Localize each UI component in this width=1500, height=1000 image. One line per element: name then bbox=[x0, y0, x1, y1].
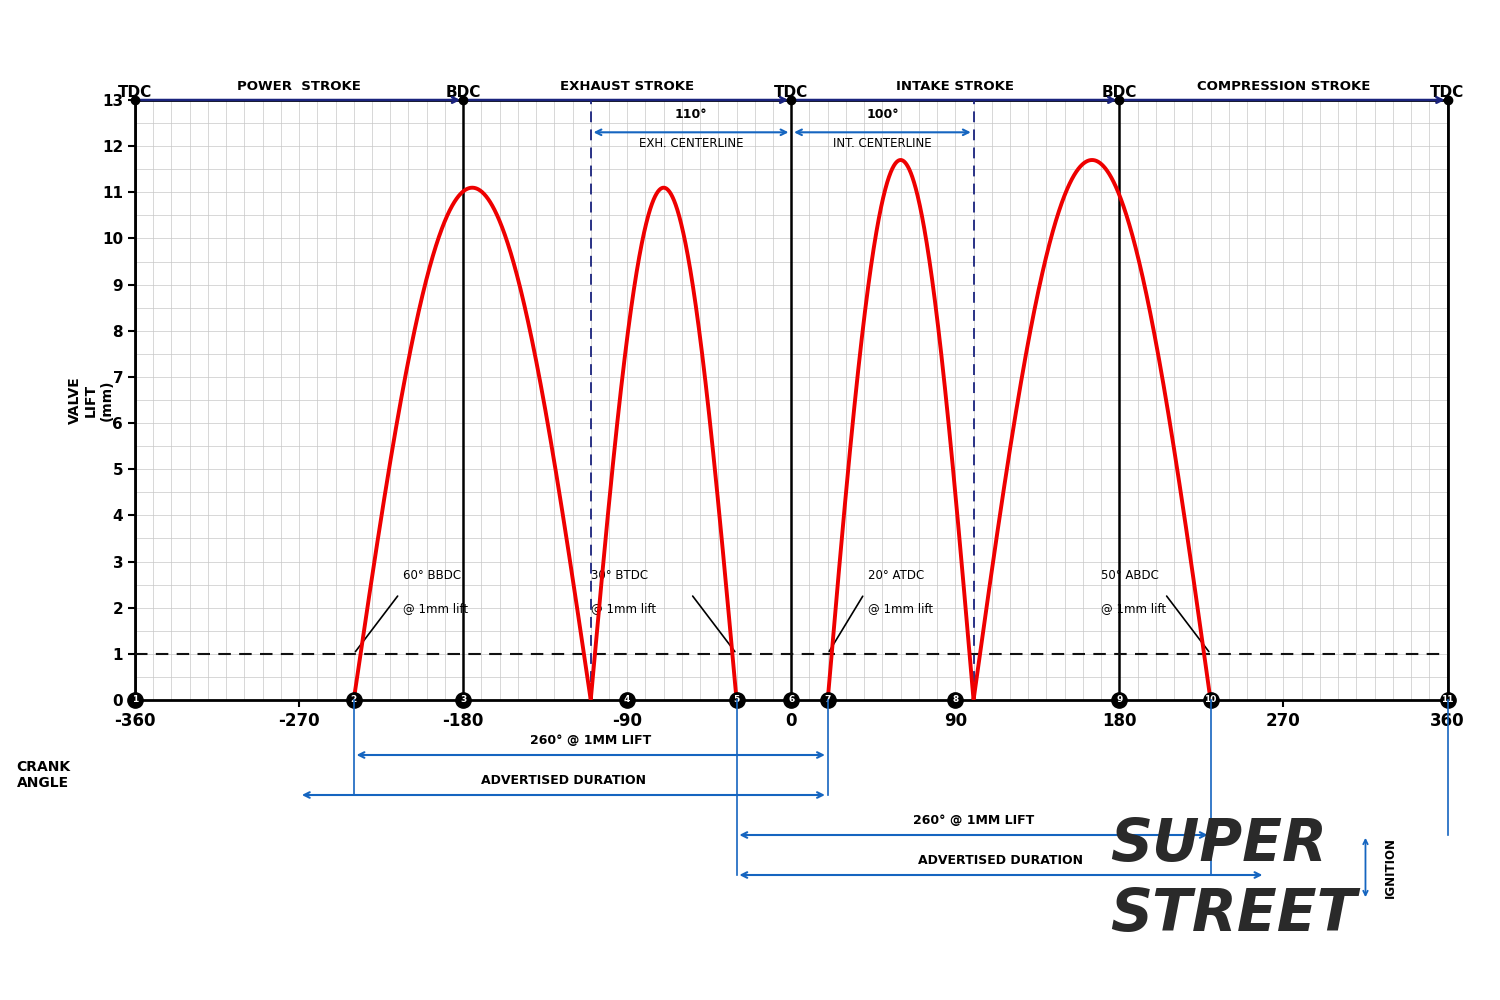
Text: @ 1mm lift: @ 1mm lift bbox=[868, 602, 933, 615]
Text: @ 1mm lift: @ 1mm lift bbox=[591, 602, 656, 615]
Text: @ 1mm lift: @ 1mm lift bbox=[1101, 602, 1167, 615]
Text: 9: 9 bbox=[1116, 696, 1122, 704]
Text: @ 1mm lift: @ 1mm lift bbox=[404, 602, 468, 615]
Text: 50° ABDC: 50° ABDC bbox=[1101, 569, 1160, 582]
Text: 110°: 110° bbox=[675, 108, 708, 121]
Text: 60° BBDC: 60° BBDC bbox=[404, 569, 460, 582]
Text: 2: 2 bbox=[351, 696, 357, 704]
Text: TDC: TDC bbox=[774, 85, 808, 100]
Text: EXH. CENTERLINE: EXH. CENTERLINE bbox=[639, 137, 742, 150]
Text: 1: 1 bbox=[132, 696, 138, 704]
Text: BDC: BDC bbox=[1101, 85, 1137, 100]
Text: TDC: TDC bbox=[1431, 85, 1464, 100]
Text: COMPRESSION STROKE: COMPRESSION STROKE bbox=[1197, 80, 1370, 93]
Text: ADVERTISED DURATION: ADVERTISED DURATION bbox=[482, 774, 646, 787]
Text: STREET: STREET bbox=[1110, 886, 1356, 944]
Text: BDC: BDC bbox=[446, 85, 482, 100]
Text: 3: 3 bbox=[460, 696, 466, 704]
Text: 20° ATDC: 20° ATDC bbox=[868, 569, 924, 582]
Text: INTAKE STROKE: INTAKE STROKE bbox=[897, 80, 1014, 93]
Text: 100°: 100° bbox=[865, 108, 898, 121]
Text: CRANK
ANGLE: CRANK ANGLE bbox=[16, 760, 70, 790]
Text: 8: 8 bbox=[952, 696, 958, 704]
Text: 30° BTDC: 30° BTDC bbox=[591, 569, 648, 582]
Text: 6: 6 bbox=[788, 696, 795, 704]
Text: TDC: TDC bbox=[118, 85, 152, 100]
Text: 10: 10 bbox=[1204, 696, 1216, 704]
Text: IGNITION: IGNITION bbox=[1383, 837, 1396, 898]
Text: 7: 7 bbox=[825, 696, 831, 704]
Text: 5: 5 bbox=[734, 696, 740, 704]
Text: SUPER: SUPER bbox=[1110, 816, 1328, 874]
Text: 4: 4 bbox=[624, 696, 630, 704]
Text: POWER  STROKE: POWER STROKE bbox=[237, 80, 362, 93]
Text: ADVERTISED DURATION: ADVERTISED DURATION bbox=[918, 854, 1083, 867]
Text: 11: 11 bbox=[1442, 696, 1454, 704]
Text: INT. CENTERLINE: INT. CENTERLINE bbox=[833, 137, 932, 150]
Text: EXHAUST STROKE: EXHAUST STROKE bbox=[560, 80, 694, 93]
Text: 260° @ 1MM LIFT: 260° @ 1MM LIFT bbox=[914, 814, 1034, 827]
Text: 260° @ 1MM LIFT: 260° @ 1MM LIFT bbox=[530, 734, 651, 747]
Y-axis label: VALVE
LIFT
(mm): VALVE LIFT (mm) bbox=[68, 376, 114, 424]
